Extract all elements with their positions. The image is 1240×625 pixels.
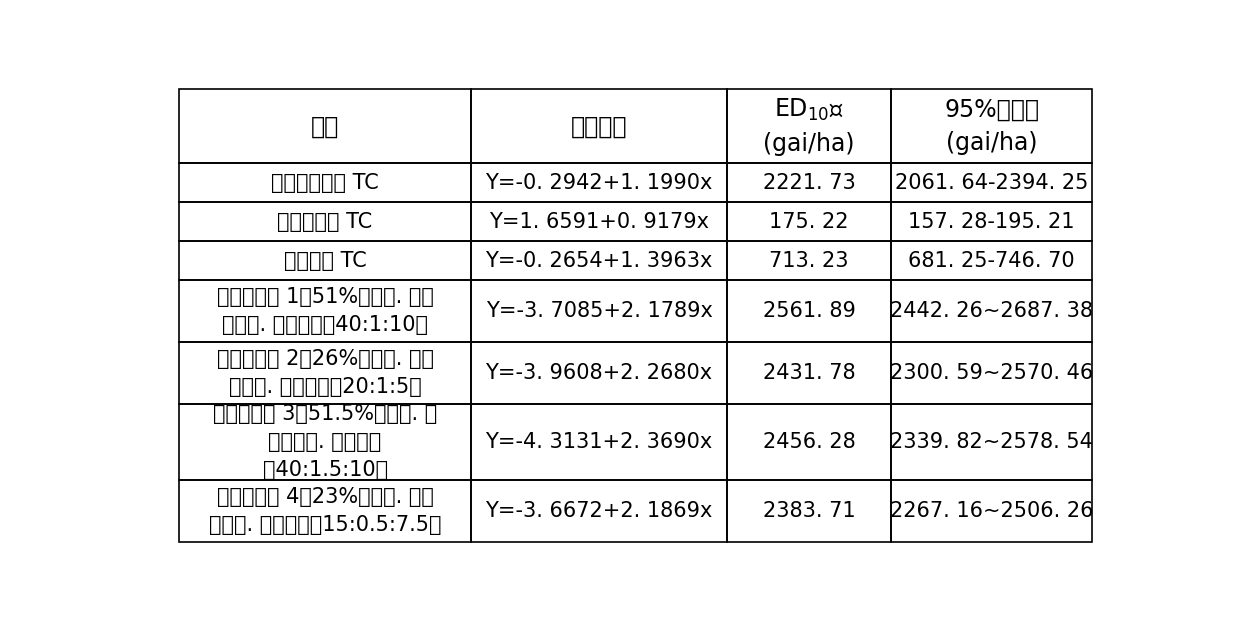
Bar bbox=[179, 342, 471, 404]
Bar bbox=[727, 89, 892, 163]
Bar bbox=[471, 89, 727, 163]
Bar bbox=[179, 89, 471, 163]
Text: Y=-3. 9608+2. 2680x: Y=-3. 9608+2. 2680x bbox=[485, 363, 713, 383]
Bar bbox=[179, 241, 471, 280]
Text: 2300. 59~2570. 46: 2300. 59~2570. 46 bbox=[890, 363, 1094, 383]
Bar bbox=[892, 480, 1092, 542]
Text: 2221. 73: 2221. 73 bbox=[763, 173, 856, 192]
Text: 2339. 82~2578. 54: 2339. 82~2578. 54 bbox=[890, 432, 1092, 452]
Bar bbox=[727, 342, 892, 404]
Text: 2456. 28: 2456. 28 bbox=[763, 432, 856, 452]
Bar bbox=[892, 280, 1092, 342]
Text: 175. 22: 175. 22 bbox=[769, 212, 848, 232]
Text: 157. 28-195. 21: 157. 28-195. 21 bbox=[909, 212, 1075, 232]
Bar bbox=[892, 342, 1092, 404]
Bar bbox=[892, 202, 1092, 241]
Bar bbox=[727, 202, 892, 241]
Bar bbox=[727, 241, 892, 280]
Bar bbox=[471, 404, 727, 480]
Bar bbox=[471, 202, 727, 241]
Text: 681. 25-746. 70: 681. 25-746. 70 bbox=[908, 251, 1075, 271]
Bar bbox=[892, 163, 1092, 202]
Bar bbox=[471, 163, 727, 202]
Text: 2383. 71: 2383. 71 bbox=[763, 501, 856, 521]
Bar bbox=[471, 241, 727, 280]
Bar bbox=[727, 404, 892, 480]
Bar bbox=[727, 163, 892, 202]
Text: Y=-3. 7085+2. 1789x: Y=-3. 7085+2. 1789x bbox=[486, 301, 713, 321]
Text: 精异丙甲草胺 TC: 精异丙甲草胺 TC bbox=[272, 173, 379, 192]
Bar bbox=[892, 241, 1092, 280]
Text: 713. 23: 713. 23 bbox=[769, 251, 848, 271]
Text: Y=-0. 2942+1. 1990x: Y=-0. 2942+1. 1990x bbox=[485, 173, 713, 192]
Bar bbox=[727, 480, 892, 542]
Bar bbox=[179, 280, 471, 342]
Bar bbox=[727, 280, 892, 342]
Text: Y=-4. 3131+2. 3690x: Y=-4. 3131+2. 3690x bbox=[485, 432, 713, 452]
Bar bbox=[179, 480, 471, 542]
Text: ED$_{10}$值
(gai/ha): ED$_{10}$值 (gai/ha) bbox=[763, 96, 854, 156]
Bar bbox=[179, 404, 471, 480]
Text: 回归方程: 回归方程 bbox=[570, 114, 627, 138]
Text: Y=1. 6591+0. 9179x: Y=1. 6591+0. 9179x bbox=[489, 212, 709, 232]
Text: 2431. 78: 2431. 78 bbox=[763, 363, 856, 383]
Bar bbox=[471, 342, 727, 404]
Text: 95%置信限
(gai/ha): 95%置信限 (gai/ha) bbox=[944, 98, 1039, 155]
Bar bbox=[471, 280, 727, 342]
Bar bbox=[179, 202, 471, 241]
Text: 2442. 26~2687. 38: 2442. 26~2687. 38 bbox=[890, 301, 1092, 321]
Text: 2061. 64-2394. 25: 2061. 64-2394. 25 bbox=[895, 173, 1089, 192]
Bar bbox=[471, 480, 727, 542]
Text: 制剂实施例 4：23%精异丙. 丙炔
氟草胺. 甲磺草胺（15:0.5:7.5）: 制剂实施例 4：23%精异丙. 丙炔 氟草胺. 甲磺草胺（15:0.5:7.5） bbox=[208, 487, 441, 535]
Text: 丙炔氟草胺 TC: 丙炔氟草胺 TC bbox=[278, 212, 373, 232]
Text: Y=-0. 2654+1. 3963x: Y=-0. 2654+1. 3963x bbox=[485, 251, 713, 271]
Text: 2561. 89: 2561. 89 bbox=[763, 301, 856, 321]
Text: 制剂实施例 2：26%精异丙. 丙炔
氟草胺. 甲磺草胺（20:1:5）: 制剂实施例 2：26%精异丙. 丙炔 氟草胺. 甲磺草胺（20:1:5） bbox=[217, 349, 434, 397]
Text: 甲磺草胺 TC: 甲磺草胺 TC bbox=[284, 251, 367, 271]
Bar bbox=[892, 89, 1092, 163]
Bar bbox=[179, 163, 471, 202]
Text: 制剂实施例 3：51.5%精异丙. 丙
炔氟草胺. 甲磺草胺
（40:1.5:10）: 制剂实施例 3：51.5%精异丙. 丙 炔氟草胺. 甲磺草胺 （40:1.5:1… bbox=[213, 404, 438, 480]
Text: Y=-3. 6672+2. 1869x: Y=-3. 6672+2. 1869x bbox=[485, 501, 713, 521]
Text: 2267. 16~2506. 26: 2267. 16~2506. 26 bbox=[890, 501, 1094, 521]
Bar bbox=[892, 404, 1092, 480]
Text: 药剂: 药剂 bbox=[311, 114, 340, 138]
Text: 制剂实施例 1：51%精异丙. 丙炔
氟草胺. 甲磺草胺（40:1:10）: 制剂实施例 1：51%精异丙. 丙炔 氟草胺. 甲磺草胺（40:1:10） bbox=[217, 287, 434, 335]
